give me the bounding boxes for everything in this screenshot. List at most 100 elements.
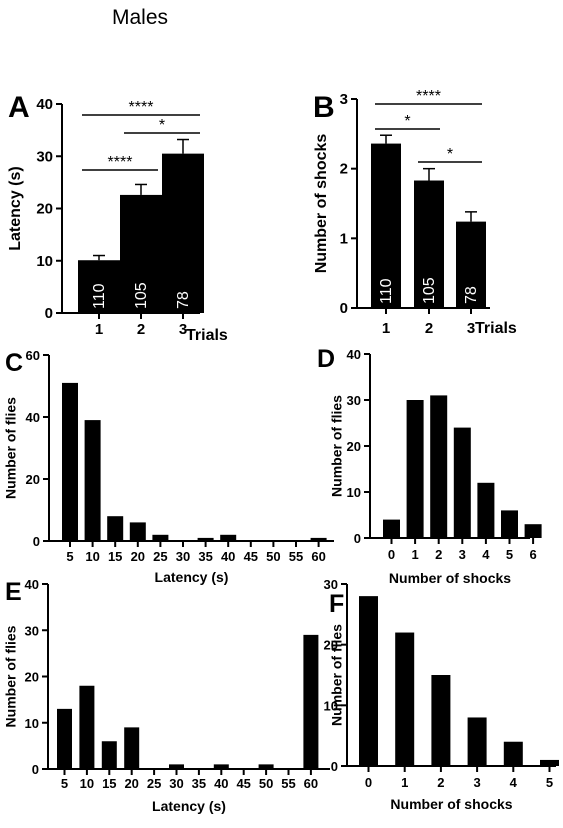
y-tick-label-B-3: 3 [340, 91, 348, 108]
y-tick-label-A-20: 20 [36, 201, 53, 218]
x-tick-label-E-20: 20 [124, 776, 138, 791]
x-tick-label-C-15: 15 [108, 549, 122, 564]
panel-letter-E: E [5, 578, 22, 606]
bar-A-3 [162, 153, 204, 313]
x-axis-label-F: Number of shocks [390, 796, 512, 812]
y-axis-label-E: Number of flies [3, 625, 19, 727]
x-tick-label-C-10: 10 [85, 549, 99, 564]
figure-title: Males [112, 6, 169, 29]
x-tick-label-E-15: 15 [102, 776, 116, 791]
bar-n-label-A-2: 105 [133, 282, 150, 309]
y-tick-label-E-10: 10 [25, 716, 39, 731]
bar-n-label-B-1: 110 [378, 278, 395, 304]
significance-label-A-1-3: **** [129, 99, 154, 116]
y-tick-label-B-2: 2 [340, 161, 348, 178]
bar-D-5 [501, 510, 518, 538]
x-tick-label-D-4: 4 [482, 547, 490, 562]
x-tick-label-D-6: 6 [529, 547, 536, 562]
bar-E-30 [169, 764, 184, 769]
bar-C-25 [152, 534, 169, 541]
bar-A-1 [78, 260, 120, 313]
y-tick-label-D-0: 0 [354, 531, 361, 546]
x-tick-label-D-3: 3 [459, 547, 466, 562]
x-tick-label-D-0: 0 [388, 547, 395, 562]
x-tick-label-B-1: 1 [382, 320, 390, 337]
x-tick-label-C-5: 5 [66, 549, 73, 564]
y-tick-label-D-40: 40 [347, 347, 361, 362]
x-tick-label-E-30: 30 [169, 776, 183, 791]
bar-E-50 [258, 764, 274, 769]
y-tick-label-C-60: 60 [26, 348, 40, 363]
bar-E-10 [79, 685, 95, 769]
x-tick-label-E-35: 35 [192, 776, 206, 791]
bar-C-20 [129, 522, 146, 541]
x-tick-label-B-2: 2 [425, 320, 433, 337]
bar-C-60 [310, 537, 327, 541]
y-tick-label-A-0: 0 [45, 305, 53, 322]
significance-label-A-1-2: **** [108, 154, 133, 171]
y-tick-label-E-30: 30 [25, 623, 39, 638]
bar-E-15 [101, 741, 117, 769]
bar-n-label-B-2: 105 [421, 277, 438, 304]
y-tick-label-A-30: 30 [36, 148, 53, 165]
x-tick-label-D-2: 2 [435, 547, 442, 562]
bar-C-15 [107, 516, 124, 541]
bar-E-5 [57, 708, 72, 769]
x-tick-label-D-5: 5 [506, 547, 513, 562]
x-tick-label-C-55: 55 [289, 549, 303, 564]
x-tick-label-F-4: 4 [510, 775, 518, 790]
bar-n-label-A-1: 110 [91, 283, 108, 309]
x-tick-label-E-45: 45 [236, 776, 250, 791]
x-tick-label-B-3: 3 [467, 320, 475, 337]
y-tick-label-B-1: 1 [340, 230, 348, 247]
y-axis-label-D: Number of flies [329, 395, 345, 497]
bar-D-6 [524, 524, 542, 538]
x-tick-label-F-2: 2 [437, 775, 444, 790]
y-tick-label-E-40: 40 [25, 577, 39, 592]
y-tick-label-A-10: 10 [36, 253, 53, 270]
y-axis-label-C: Number of flies [3, 397, 19, 499]
y-tick-label-F-20: 20 [324, 638, 338, 653]
bar-E-40 [213, 764, 229, 769]
significance-label-B-1-2: * [404, 113, 410, 130]
y-tick-label-E-20: 20 [25, 670, 39, 685]
x-tick-label-E-25: 25 [147, 776, 161, 791]
bar-B-3 [456, 221, 486, 308]
x-tick-label-E-55: 55 [281, 776, 295, 791]
significance-label-B-1-3: **** [416, 88, 441, 105]
x-tick-label-A-1: 1 [95, 321, 103, 338]
bar-B-2 [414, 180, 444, 308]
bar-A-2 [120, 194, 162, 313]
x-tick-label-F-3: 3 [473, 775, 480, 790]
bar-D-3 [453, 427, 471, 538]
bar-C-40 [220, 534, 237, 541]
y-axis-label-B: Number of shocks [313, 134, 330, 274]
x-tick-label-C-45: 45 [244, 549, 258, 564]
x-tick-label-E-50: 50 [259, 776, 273, 791]
y-tick-label-D-30: 30 [347, 393, 361, 408]
x-tick-label-C-20: 20 [131, 549, 145, 564]
panel-letter-F: F [329, 590, 344, 618]
x-tick-label-F-0: 0 [365, 775, 372, 790]
y-tick-label-C-0: 0 [33, 534, 40, 549]
panel-letter-B: B [313, 91, 335, 124]
y-tick-label-F-10: 10 [324, 698, 338, 713]
bar-D-2 [430, 395, 448, 538]
x-axis-label-E: Latency (s) [152, 798, 226, 814]
x-tick-label-C-30: 30 [176, 549, 190, 564]
significance-label-B-2-3: * [447, 146, 453, 163]
y-tick-label-D-20: 20 [347, 439, 361, 454]
x-tick-label-E-40: 40 [214, 776, 228, 791]
y-tick-label-E-0: 0 [32, 762, 39, 777]
bar-D-0 [383, 519, 400, 538]
x-tick-label-F-1: 1 [401, 775, 408, 790]
x-tick-label-C-60: 60 [311, 549, 325, 564]
x-axis-label-A: Trials [186, 327, 228, 344]
x-tick-label-E-5: 5 [61, 776, 68, 791]
x-tick-label-E-10: 10 [80, 776, 94, 791]
x-tick-label-C-40: 40 [221, 549, 235, 564]
x-tick-label-C-35: 35 [198, 549, 212, 564]
y-tick-label-C-20: 20 [26, 472, 40, 487]
bar-D-1 [406, 400, 424, 538]
